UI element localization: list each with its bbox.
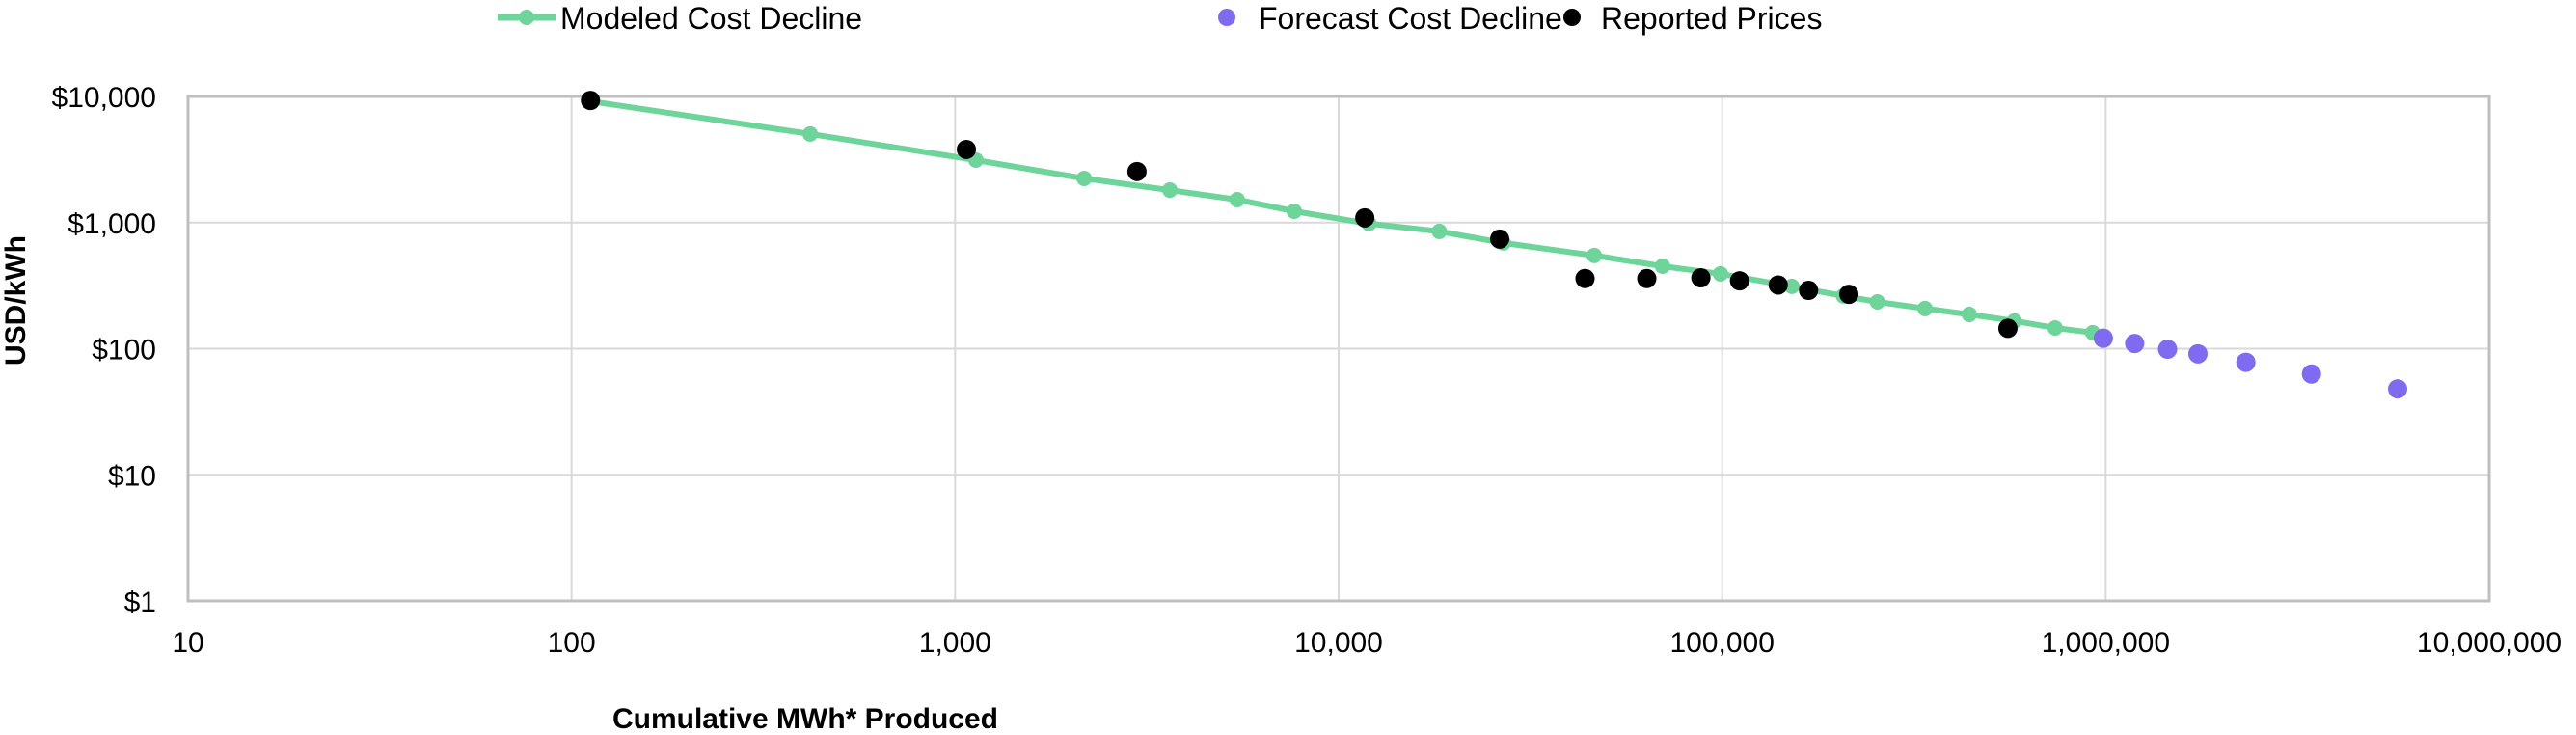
data-point [2388, 379, 2408, 399]
data-point [2093, 328, 2113, 348]
legend-marker-icon [1563, 9, 1581, 26]
legend-item-reported[interactable]: Reported Prices [1563, 1, 1822, 36]
data-point [1961, 306, 1977, 322]
data-point [1799, 281, 1819, 301]
legend-label-reported: Reported Prices [1601, 1, 1822, 36]
data-point [581, 91, 601, 111]
data-point [1575, 268, 1595, 288]
data-point [1712, 265, 1728, 282]
data-point [2187, 343, 2208, 364]
data-point [1286, 203, 1302, 219]
data-point [1729, 271, 1749, 291]
data-point [1869, 293, 1885, 310]
data-point [1768, 275, 1788, 295]
data-point [1997, 318, 2018, 339]
x-tick-label: 100,000 [1669, 627, 1774, 659]
x-tick-label: 10,000,000 [2417, 627, 2562, 659]
data-point [1783, 278, 1800, 294]
data-point [1229, 191, 1245, 207]
data-point [802, 125, 819, 142]
y-axis-title: USD/kWh [0, 235, 32, 366]
legend: Modeled Cost Decline Forecast Cost Decli… [498, 1, 1822, 36]
legend-label-forecast: Forecast Cost Decline [1259, 1, 1562, 36]
plot-area-border [186, 95, 2491, 603]
data-point [1355, 207, 1375, 228]
data-point [957, 139, 977, 159]
legend-marker-icon [519, 10, 534, 25]
data-point [1586, 247, 1603, 263]
data-point [1637, 268, 1657, 288]
y-axis-ticks: $1 $10 $100 $1,000 $10,000 [52, 82, 156, 618]
legend-item-modeled[interactable]: Modeled Cost Decline [498, 1, 862, 36]
data-point [1654, 258, 1670, 274]
x-tick-label: 1,000,000 [2042, 627, 2170, 659]
data-point [1076, 170, 1093, 186]
data-point [2236, 352, 2256, 372]
x-tick-label: 10 [172, 627, 203, 659]
series-layer [581, 91, 2408, 399]
y-tick-label: $1,000 [68, 208, 156, 240]
series-reported-prices [581, 91, 2018, 339]
series-forecast-cost-decline [2093, 328, 2408, 399]
gridlines [187, 95, 2490, 602]
y-tick-label: $10,000 [52, 82, 156, 114]
legend-label-modeled: Modeled Cost Decline [560, 1, 862, 36]
x-tick-label: 10,000 [1294, 627, 1383, 659]
series-modeled-cost-decline [583, 93, 2101, 340]
data-point [1431, 223, 1448, 239]
data-point [2125, 334, 2145, 354]
x-tick-label: 100 [548, 627, 596, 659]
data-point [2157, 340, 2178, 360]
x-tick-label: 1,000 [919, 627, 991, 659]
legend-item-forecast[interactable]: Forecast Cost Decline [1218, 1, 1562, 36]
data-point [1161, 182, 1178, 199]
legend-marker-icon [1218, 9, 1235, 26]
y-tick-label: $100 [92, 335, 156, 367]
data-point [1916, 300, 1933, 316]
data-point [1691, 267, 1711, 287]
y-tick-label: $1 [124, 586, 156, 618]
x-axis-title: Cumulative MWh* Produced [612, 703, 998, 735]
data-point [2301, 364, 2321, 384]
data-point [1839, 285, 1859, 305]
data-point [2047, 320, 2063, 337]
data-point [1490, 229, 1510, 249]
data-point [1126, 161, 1147, 181]
x-axis-ticks: 10 100 1,000 10,000 100,000 1,000,000 10,000,0… [172, 627, 2562, 659]
y-tick-label: $10 [108, 460, 156, 492]
